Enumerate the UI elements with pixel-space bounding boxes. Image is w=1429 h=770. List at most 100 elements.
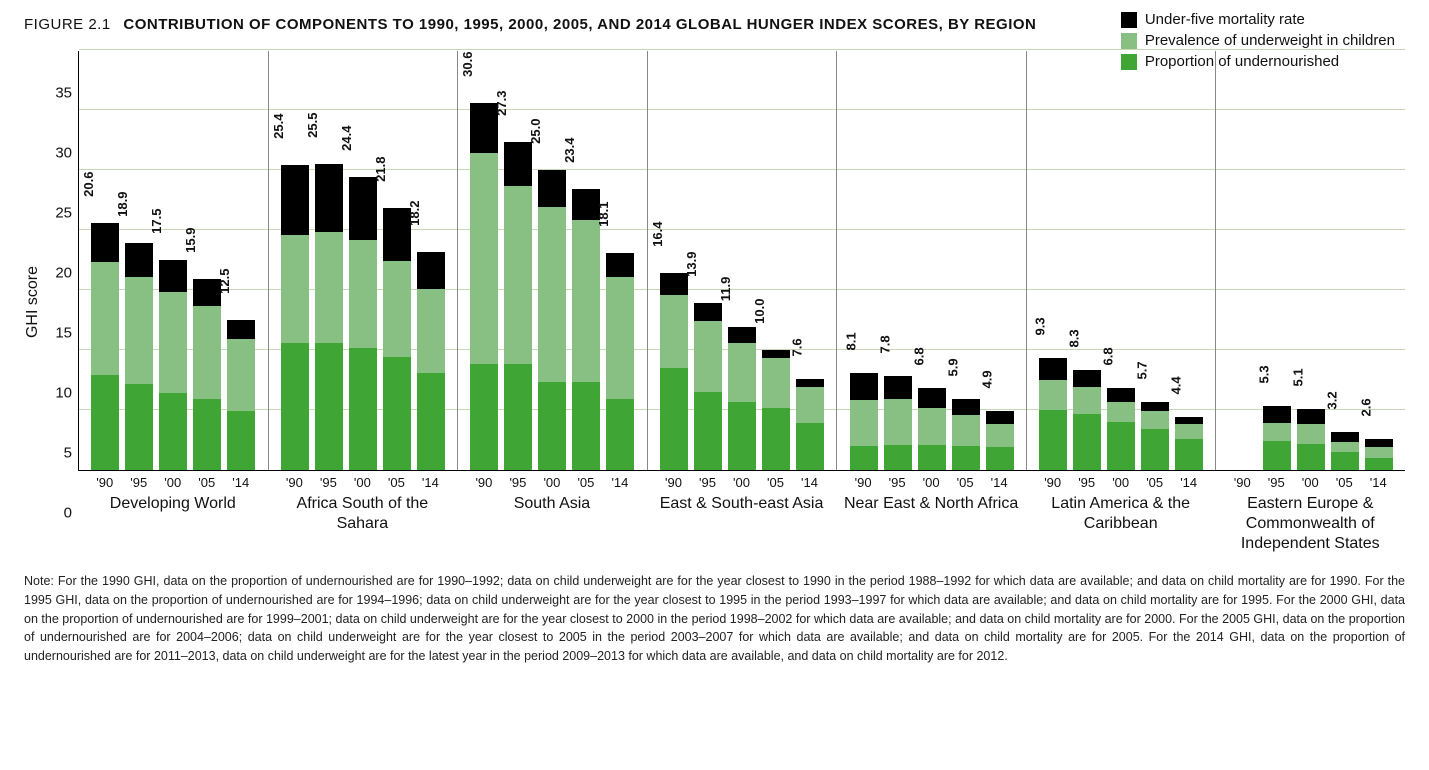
x-axis-regions: Developing WorldAfrica South of the Saha… xyxy=(78,490,1405,554)
bar-segment-undernourished xyxy=(125,384,153,470)
bar-total-label: 8.3 xyxy=(1067,330,1082,352)
bar-total-label: 27.3 xyxy=(494,91,509,120)
bar-segment-mortality xyxy=(1141,402,1169,412)
bar-segment-mortality xyxy=(538,170,566,207)
bar: 8.3 xyxy=(1073,370,1101,470)
bar-total-label: 5.1 xyxy=(1290,368,1305,390)
bar-segment-undernourished xyxy=(417,373,445,470)
bar-segment-mortality xyxy=(125,243,153,277)
year-label-group: '90'95'00'05'14 xyxy=(78,471,268,490)
bar-total-label: 20.6 xyxy=(81,171,96,200)
bar-segment-undernourished xyxy=(762,408,790,470)
bar: 24.4 xyxy=(349,177,377,470)
year-label: '14 xyxy=(1364,475,1392,490)
bar: 25.0 xyxy=(538,170,566,470)
year-label: '95 xyxy=(1073,475,1101,490)
bar-total-label: 9.3 xyxy=(1033,318,1048,340)
bar-segment-mortality xyxy=(91,223,119,263)
bar-total-label: 30.6 xyxy=(460,51,475,80)
bar-total-label: 25.0 xyxy=(528,119,543,148)
bar-segment-mortality xyxy=(281,165,309,235)
region-group: 9.38.36.85.74.4 xyxy=(1027,51,1217,470)
bar-total-label: 13.9 xyxy=(684,252,699,281)
bar: 7.8 xyxy=(884,376,912,470)
region-label: South Asia xyxy=(457,490,647,554)
bar-total-label: 16.4 xyxy=(650,222,665,251)
bar-total-label: 10.0 xyxy=(752,299,767,328)
year-label: '05 xyxy=(1141,475,1169,490)
y-axis-label: GHI score xyxy=(24,266,42,338)
bar-segment-underweight xyxy=(349,240,377,348)
bar-segment-undernourished xyxy=(952,446,980,470)
year-label: '14 xyxy=(606,475,634,490)
bar-segment-underweight xyxy=(193,306,221,400)
bar-segment-underweight xyxy=(227,339,255,411)
year-label: '00 xyxy=(348,475,376,490)
legend-label: Prevalence of underweight in children xyxy=(1145,32,1395,49)
bar-segment-mortality xyxy=(1365,439,1393,447)
bar-segment-undernourished xyxy=(1297,444,1325,470)
bar-total-label: 3.2 xyxy=(1324,391,1339,413)
bar: 11.9 xyxy=(728,327,756,470)
bar-segment-underweight xyxy=(470,153,498,364)
bar-segment-underweight xyxy=(660,295,688,368)
year-label: '14 xyxy=(796,475,824,490)
figure-number: FIGURE 2.1 xyxy=(24,16,111,33)
bar: 17.5 xyxy=(159,260,187,470)
region-group: 30.627.325.023.418.1 xyxy=(458,51,648,470)
bar-segment-mortality xyxy=(159,260,187,292)
bar-total-label: 2.6 xyxy=(1358,398,1373,420)
bar: 25.5 xyxy=(315,164,343,470)
y-tick-label: 35 xyxy=(55,84,72,101)
bar-segment-undernourished xyxy=(850,446,878,470)
bar-segment-mortality xyxy=(694,303,722,321)
bar-segment-undernourished xyxy=(1365,458,1393,470)
bar-total-label: 8.1 xyxy=(843,332,858,354)
bar: 30.6 xyxy=(470,103,498,470)
legend-swatch xyxy=(1121,33,1137,49)
region-group: 16.413.911.910.07.6 xyxy=(648,51,838,470)
bar-segment-undernourished xyxy=(470,364,498,470)
bar-total-label: 6.8 xyxy=(911,348,926,370)
bar-segment-undernourished xyxy=(986,447,1014,470)
bar-total-label: 11.9 xyxy=(718,277,733,306)
year-label: '90 xyxy=(660,475,688,490)
year-label: '05 xyxy=(1330,475,1358,490)
bar-segment-mortality xyxy=(1175,417,1203,424)
bar-segment-undernourished xyxy=(349,348,377,470)
bar-segment-undernourished xyxy=(504,364,532,470)
bar-segment-mortality xyxy=(796,379,824,387)
bar-total-label: 15.9 xyxy=(183,228,198,257)
bar-segment-underweight xyxy=(538,207,566,382)
region-label: Developing World xyxy=(78,490,268,554)
bar-total-label: 25.4 xyxy=(271,114,286,143)
y-tick-label: 10 xyxy=(55,384,72,401)
year-label: '95 xyxy=(694,475,722,490)
year-label: '00 xyxy=(1296,475,1324,490)
bar-segment-underweight xyxy=(606,277,634,399)
bar-segment-undernourished xyxy=(315,343,343,470)
year-label: '95 xyxy=(125,475,153,490)
y-axis: GHI score 05101520253035 xyxy=(24,51,78,554)
bar-segment-undernourished xyxy=(1141,429,1169,470)
bar-segment-underweight xyxy=(1175,424,1203,438)
bar-segment-undernourished xyxy=(796,423,824,470)
year-label: '90 xyxy=(280,475,308,490)
bar-segment-mortality xyxy=(417,252,445,289)
bar: 4.4 xyxy=(1175,417,1203,470)
bar-segment-mortality xyxy=(606,253,634,277)
bar-segment-undernourished xyxy=(660,368,688,470)
bar: 18.2 xyxy=(417,252,445,470)
bar-segment-undernourished xyxy=(918,445,946,470)
bar-segment-underweight xyxy=(572,220,600,382)
bar-total-label: 5.3 xyxy=(1256,366,1271,388)
bar-segment-undernourished xyxy=(91,375,119,470)
bar-segment-underweight xyxy=(1331,442,1359,452)
bar-total-label: 23.4 xyxy=(562,138,577,167)
bar-total-label: 4.9 xyxy=(979,371,994,393)
year-label-group: '90'95'00'05'14 xyxy=(268,471,458,490)
bar: 6.8 xyxy=(918,388,946,470)
x-axis-years: '90'95'00'05'14'90'95'00'05'14'90'95'00'… xyxy=(78,471,1405,490)
bar: 6.8 xyxy=(1107,388,1135,470)
year-label: '05 xyxy=(951,475,979,490)
